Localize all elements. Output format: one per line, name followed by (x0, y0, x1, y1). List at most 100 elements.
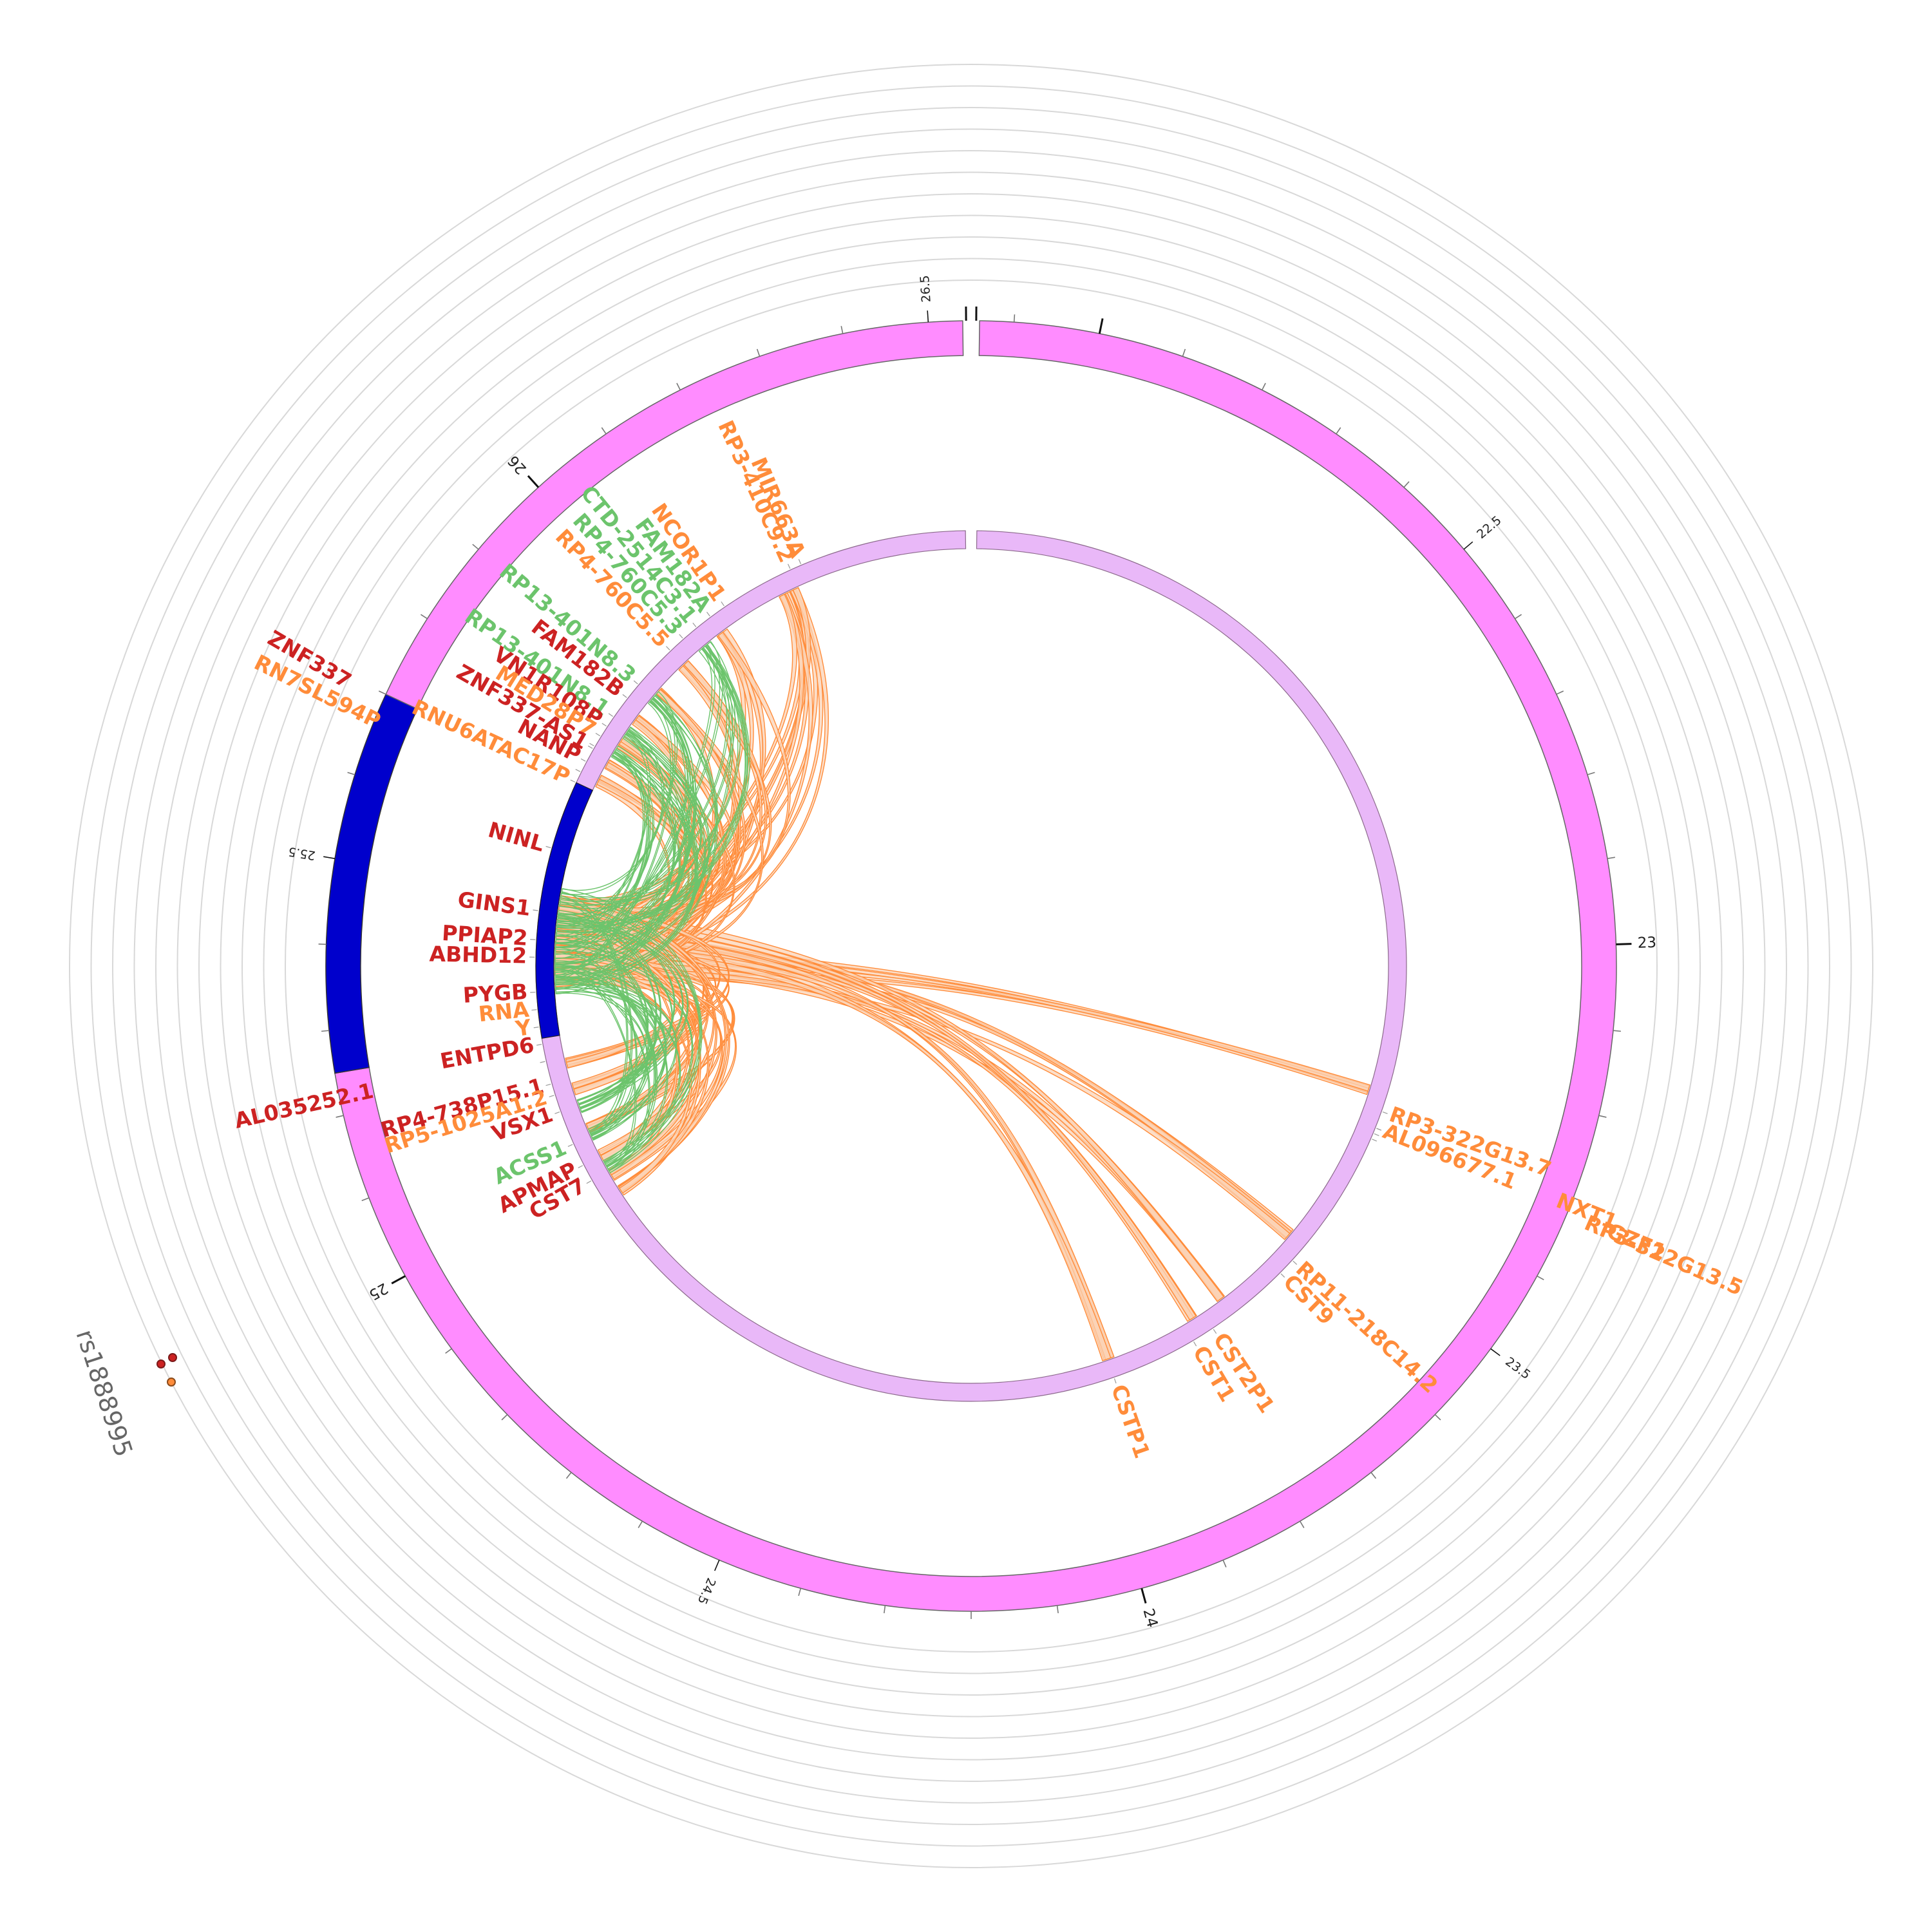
tick-mark (601, 427, 607, 435)
tick-label-major: 26 (505, 452, 530, 477)
gene-leader-line (533, 1027, 539, 1028)
interaction-link (554, 949, 694, 1165)
outer-chromosome-ring (325, 320, 1617, 1612)
tick-mark (1299, 1520, 1305, 1528)
tick-mark (323, 856, 336, 859)
gene-leader-line (666, 646, 670, 650)
gene-label: RP3-410C9.2 (713, 417, 799, 567)
interaction-link (555, 726, 710, 938)
gene-label: ABHD12 (429, 942, 527, 969)
gene-label: RP11-218C14.2 (1291, 1256, 1443, 1397)
tick-label-minor: 26.5 (918, 275, 934, 303)
interaction-link (554, 977, 668, 1171)
tick-mark (1556, 690, 1564, 695)
gene-leader-line (595, 733, 601, 737)
tick-mark (1463, 541, 1473, 550)
interaction-link (554, 966, 658, 1168)
gene-label: RNA (477, 997, 531, 1027)
gene-leader-line (533, 909, 538, 911)
gene-label: ENTPD6 (439, 1032, 536, 1074)
gene-label: NINL (486, 817, 547, 857)
outer-band-segment (334, 320, 1617, 1612)
gene-label: PYGB (462, 979, 528, 1008)
gene-label: CSTP1 (1106, 1381, 1155, 1462)
tick-mark (1261, 383, 1266, 390)
interaction-link (555, 989, 649, 1134)
gene-leader-line (570, 779, 576, 783)
inner-band-highlight (535, 782, 594, 1039)
tick-label-minor: 25.5 (287, 844, 316, 863)
tick-mark (336, 1115, 344, 1118)
green-interaction-links (554, 641, 750, 1173)
gene-leader-line (608, 713, 614, 717)
grid-ring (69, 64, 1873, 1868)
gene-leader-line (1280, 1273, 1285, 1278)
gene-leader-line (567, 1144, 573, 1147)
snp-dot-red-2 (168, 1353, 177, 1362)
tick-mark (756, 348, 761, 357)
tick-mark (1370, 1472, 1377, 1479)
interaction-link (559, 901, 701, 1167)
interaction-link (554, 952, 710, 1193)
gene-label: GINS1 (457, 887, 533, 921)
tick-mark (391, 1275, 406, 1285)
gene-leader-line (1376, 1128, 1382, 1131)
snp-dot-red-1 (156, 1359, 166, 1368)
tick-mark (840, 326, 844, 334)
tick-mark (527, 475, 540, 488)
interaction-link (554, 942, 1112, 1361)
tick-mark (501, 1414, 508, 1421)
interaction-link (556, 918, 684, 1105)
grid-ring (176, 171, 1766, 1761)
gene-leader-line (554, 1112, 560, 1114)
inner-band (535, 530, 1407, 1402)
tick-mark (1613, 1030, 1622, 1032)
interaction-link (554, 967, 1195, 1322)
tick-mark (1587, 772, 1595, 775)
gene-leader-line (721, 601, 724, 607)
tick-mark (1141, 1587, 1147, 1604)
tick-mark (1515, 614, 1522, 620)
interaction-link (557, 909, 1197, 1321)
tick-mark (1182, 348, 1186, 357)
grid-ring (220, 214, 1723, 1718)
outer-band-highlight (325, 694, 419, 1074)
tick-mark (798, 1588, 802, 1596)
grid-ring (155, 150, 1787, 1782)
gene-leader-line (1382, 1112, 1388, 1114)
gene-leader-line (545, 1083, 551, 1086)
gene-leader-line (589, 743, 594, 746)
tick-mark (1403, 481, 1410, 488)
tick-label-minor: 22.5 (1474, 513, 1504, 542)
gene-leader-line (1293, 1260, 1298, 1265)
orange-interaction-links (554, 587, 1370, 1361)
grid-ring (242, 236, 1701, 1696)
tick-mark (1013, 314, 1016, 323)
gene-leader-line (540, 1061, 545, 1063)
tick-mark (1607, 857, 1615, 859)
tick-mark (927, 310, 929, 323)
tick-mark (1056, 1605, 1059, 1614)
tick-label-major: 23 (1637, 934, 1656, 952)
tick-label-major: 25 (366, 1280, 390, 1303)
gene-label: PPIAP2 (441, 920, 528, 951)
tick-label-minor: 23.5 (1502, 1354, 1533, 1382)
tick-mark (420, 614, 428, 620)
grid-ring (90, 85, 1852, 1847)
tick-mark (361, 1197, 370, 1202)
tick-mark (1537, 1275, 1544, 1280)
tick-mark (1434, 1414, 1441, 1421)
tick-mark (676, 383, 681, 390)
gene-leader-line (549, 1095, 554, 1097)
gene-leader-line (1372, 1139, 1378, 1142)
outer-band-segment (385, 320, 964, 710)
tick-mark (1598, 1115, 1607, 1118)
grid-ring (285, 279, 1658, 1653)
gene-leader-line (692, 622, 697, 627)
tick-mark (347, 772, 355, 775)
tick-mark (714, 1560, 720, 1571)
tick-mark (445, 1348, 452, 1354)
gene-leader-line (575, 769, 581, 772)
gene-leader-line (633, 680, 638, 685)
